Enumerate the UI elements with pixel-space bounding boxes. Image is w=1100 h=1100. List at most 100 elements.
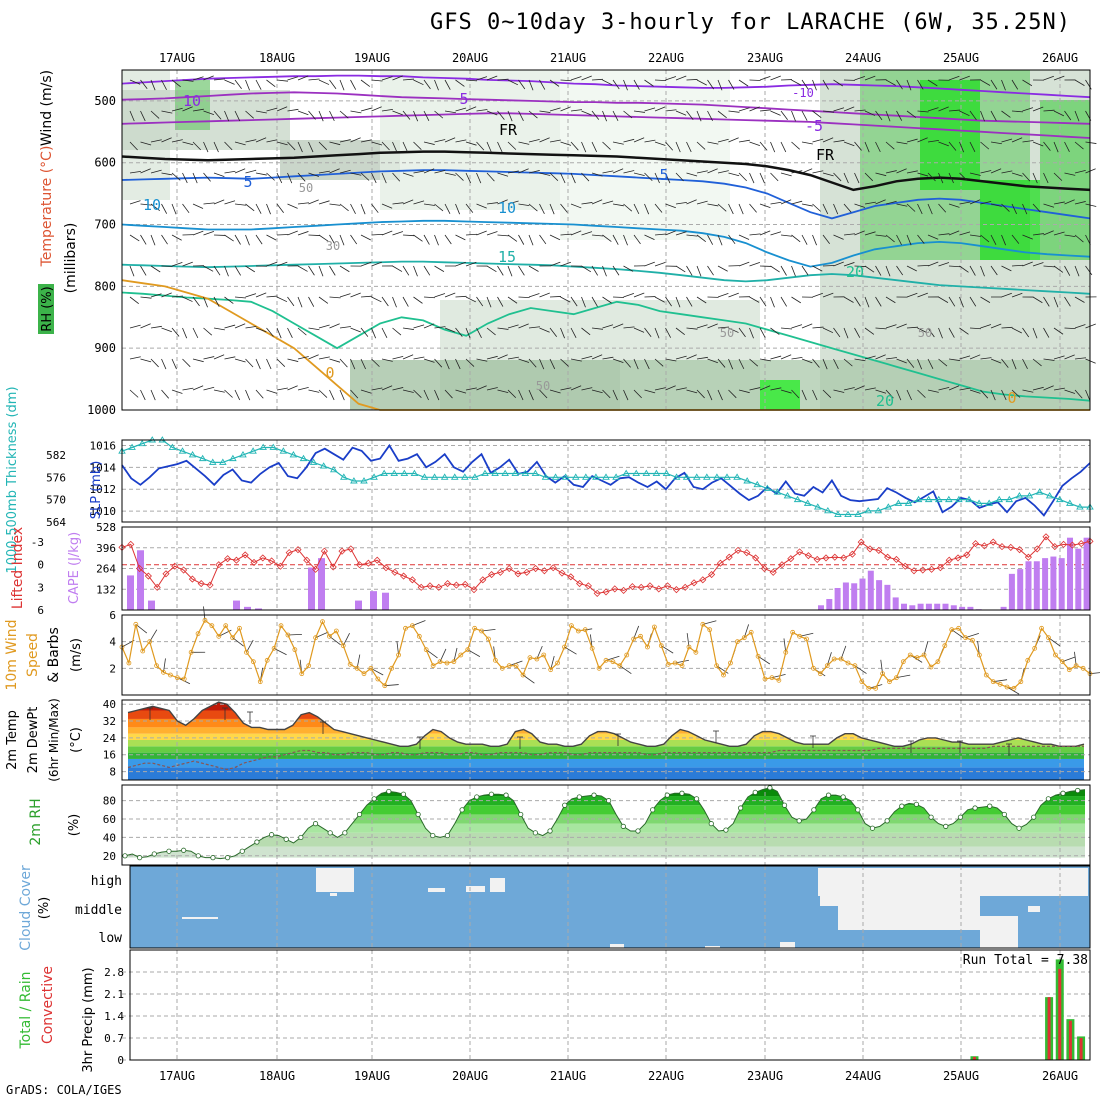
wind-barb [245, 293, 257, 298]
wind-barb [234, 323, 246, 329]
cape-bar-early-10 [382, 592, 389, 610]
thickness-point-2 [138, 439, 146, 447]
bottom-day-label-9: 26AUG [1042, 1069, 1078, 1083]
wind-barb [602, 141, 611, 150]
thickness-point-87 [995, 495, 1004, 503]
wind-barb [1001, 265, 1012, 272]
wind-barb [434, 234, 439, 246]
ylabel-speed: Speed [25, 633, 41, 677]
wind-barb [1011, 110, 1023, 113]
wind-barb [780, 110, 788, 121]
wind-barb [728, 137, 739, 143]
li-point-19 [285, 549, 293, 557]
wind-barb [675, 201, 687, 205]
wind-barb [434, 293, 446, 298]
wind-barb [266, 107, 278, 112]
wind-barb [749, 296, 760, 303]
ylabel-slp: SLP (mb) [89, 461, 104, 520]
wind-barb [161, 358, 167, 370]
wind-barb [192, 385, 204, 391]
wind-barb [140, 168, 151, 174]
wind-barb [1022, 261, 1033, 267]
wind10-point-23 [278, 623, 284, 629]
wind-barb [465, 261, 477, 267]
wind-barb [791, 296, 802, 304]
wind-barb [476, 203, 487, 209]
wind-barb [287, 358, 299, 362]
rh-point-6 [166, 848, 172, 854]
wind-barb [791, 389, 800, 399]
wind-barb [570, 203, 582, 209]
wind-barb [528, 389, 534, 401]
rh-point-20 [268, 832, 275, 838]
wind-barb [549, 261, 561, 267]
precip-tick-4: 2.8 [104, 966, 124, 979]
wind10-point-80 [672, 660, 678, 666]
wind-barb [843, 387, 855, 391]
li-point-35 [426, 582, 434, 590]
temp-band-6 [128, 727, 1084, 734]
wind-barb [1085, 323, 1096, 329]
rh-point-4 [151, 851, 157, 857]
thickness-point-7 [188, 451, 197, 458]
wind-barb [812, 138, 824, 143]
wind-barb [276, 141, 288, 146]
wind-barb [339, 265, 350, 273]
wind-barb [570, 385, 582, 391]
precip-tick-1: 0.7 [104, 1032, 124, 1045]
wind-barb [518, 389, 524, 401]
cape-bar-early-6 [308, 567, 315, 610]
wind-barb [528, 293, 540, 298]
wind-barb [297, 356, 309, 360]
wind-barb [518, 358, 530, 363]
wind-barb [570, 327, 577, 338]
wind-barb [455, 389, 467, 394]
wind-barb [980, 79, 991, 86]
cloud-level-middle: middle [75, 903, 122, 918]
wind-barb [749, 387, 761, 391]
wind10-point-32 [340, 643, 346, 649]
wind-barb [518, 168, 529, 174]
wind-barb [192, 172, 198, 184]
wind-barb [612, 168, 624, 174]
wind-barb [654, 141, 666, 146]
wind-barb [350, 172, 362, 176]
li-point-13 [232, 556, 240, 564]
wind10-point-84 [700, 621, 706, 627]
rh-point-102 [869, 825, 876, 831]
cape-bar-16 [950, 605, 957, 610]
wind10-point-57 [513, 663, 519, 669]
wind-barb [276, 261, 288, 267]
li-point-65 [690, 579, 698, 587]
li-point-36 [435, 583, 443, 591]
wind-barb [371, 261, 382, 267]
li-point-79 [813, 555, 821, 564]
rh-point-76 [679, 790, 685, 796]
wind-barb [770, 172, 779, 182]
wind-barb [833, 79, 843, 87]
cape-bar-early-4 [244, 606, 251, 610]
wind-barb [948, 141, 957, 151]
wind-barb [413, 110, 419, 122]
wind-barb [1022, 140, 1034, 143]
wind-barb [1011, 327, 1022, 334]
contour-label-0: 10 [183, 92, 201, 110]
li-point-9 [197, 580, 205, 588]
thickness-point-69 [813, 503, 822, 510]
wind-barb [549, 107, 561, 112]
wind10-point-125 [983, 672, 989, 678]
wind-barb [150, 203, 161, 211]
wind-barb [980, 389, 989, 399]
wind-barb [486, 296, 492, 308]
wind-barb [360, 234, 371, 241]
wind-barb [360, 139, 372, 143]
ylabel-wind: Wind (m/s) [39, 70, 55, 146]
wind-barb [486, 387, 498, 391]
wind-barb [560, 106, 571, 112]
wind-barb [392, 265, 403, 272]
wind-barb [980, 324, 992, 329]
wind-barb [864, 110, 876, 116]
rh-point-18 [254, 839, 260, 845]
wind-barb [203, 296, 208, 308]
rh-point-16 [239, 848, 245, 854]
